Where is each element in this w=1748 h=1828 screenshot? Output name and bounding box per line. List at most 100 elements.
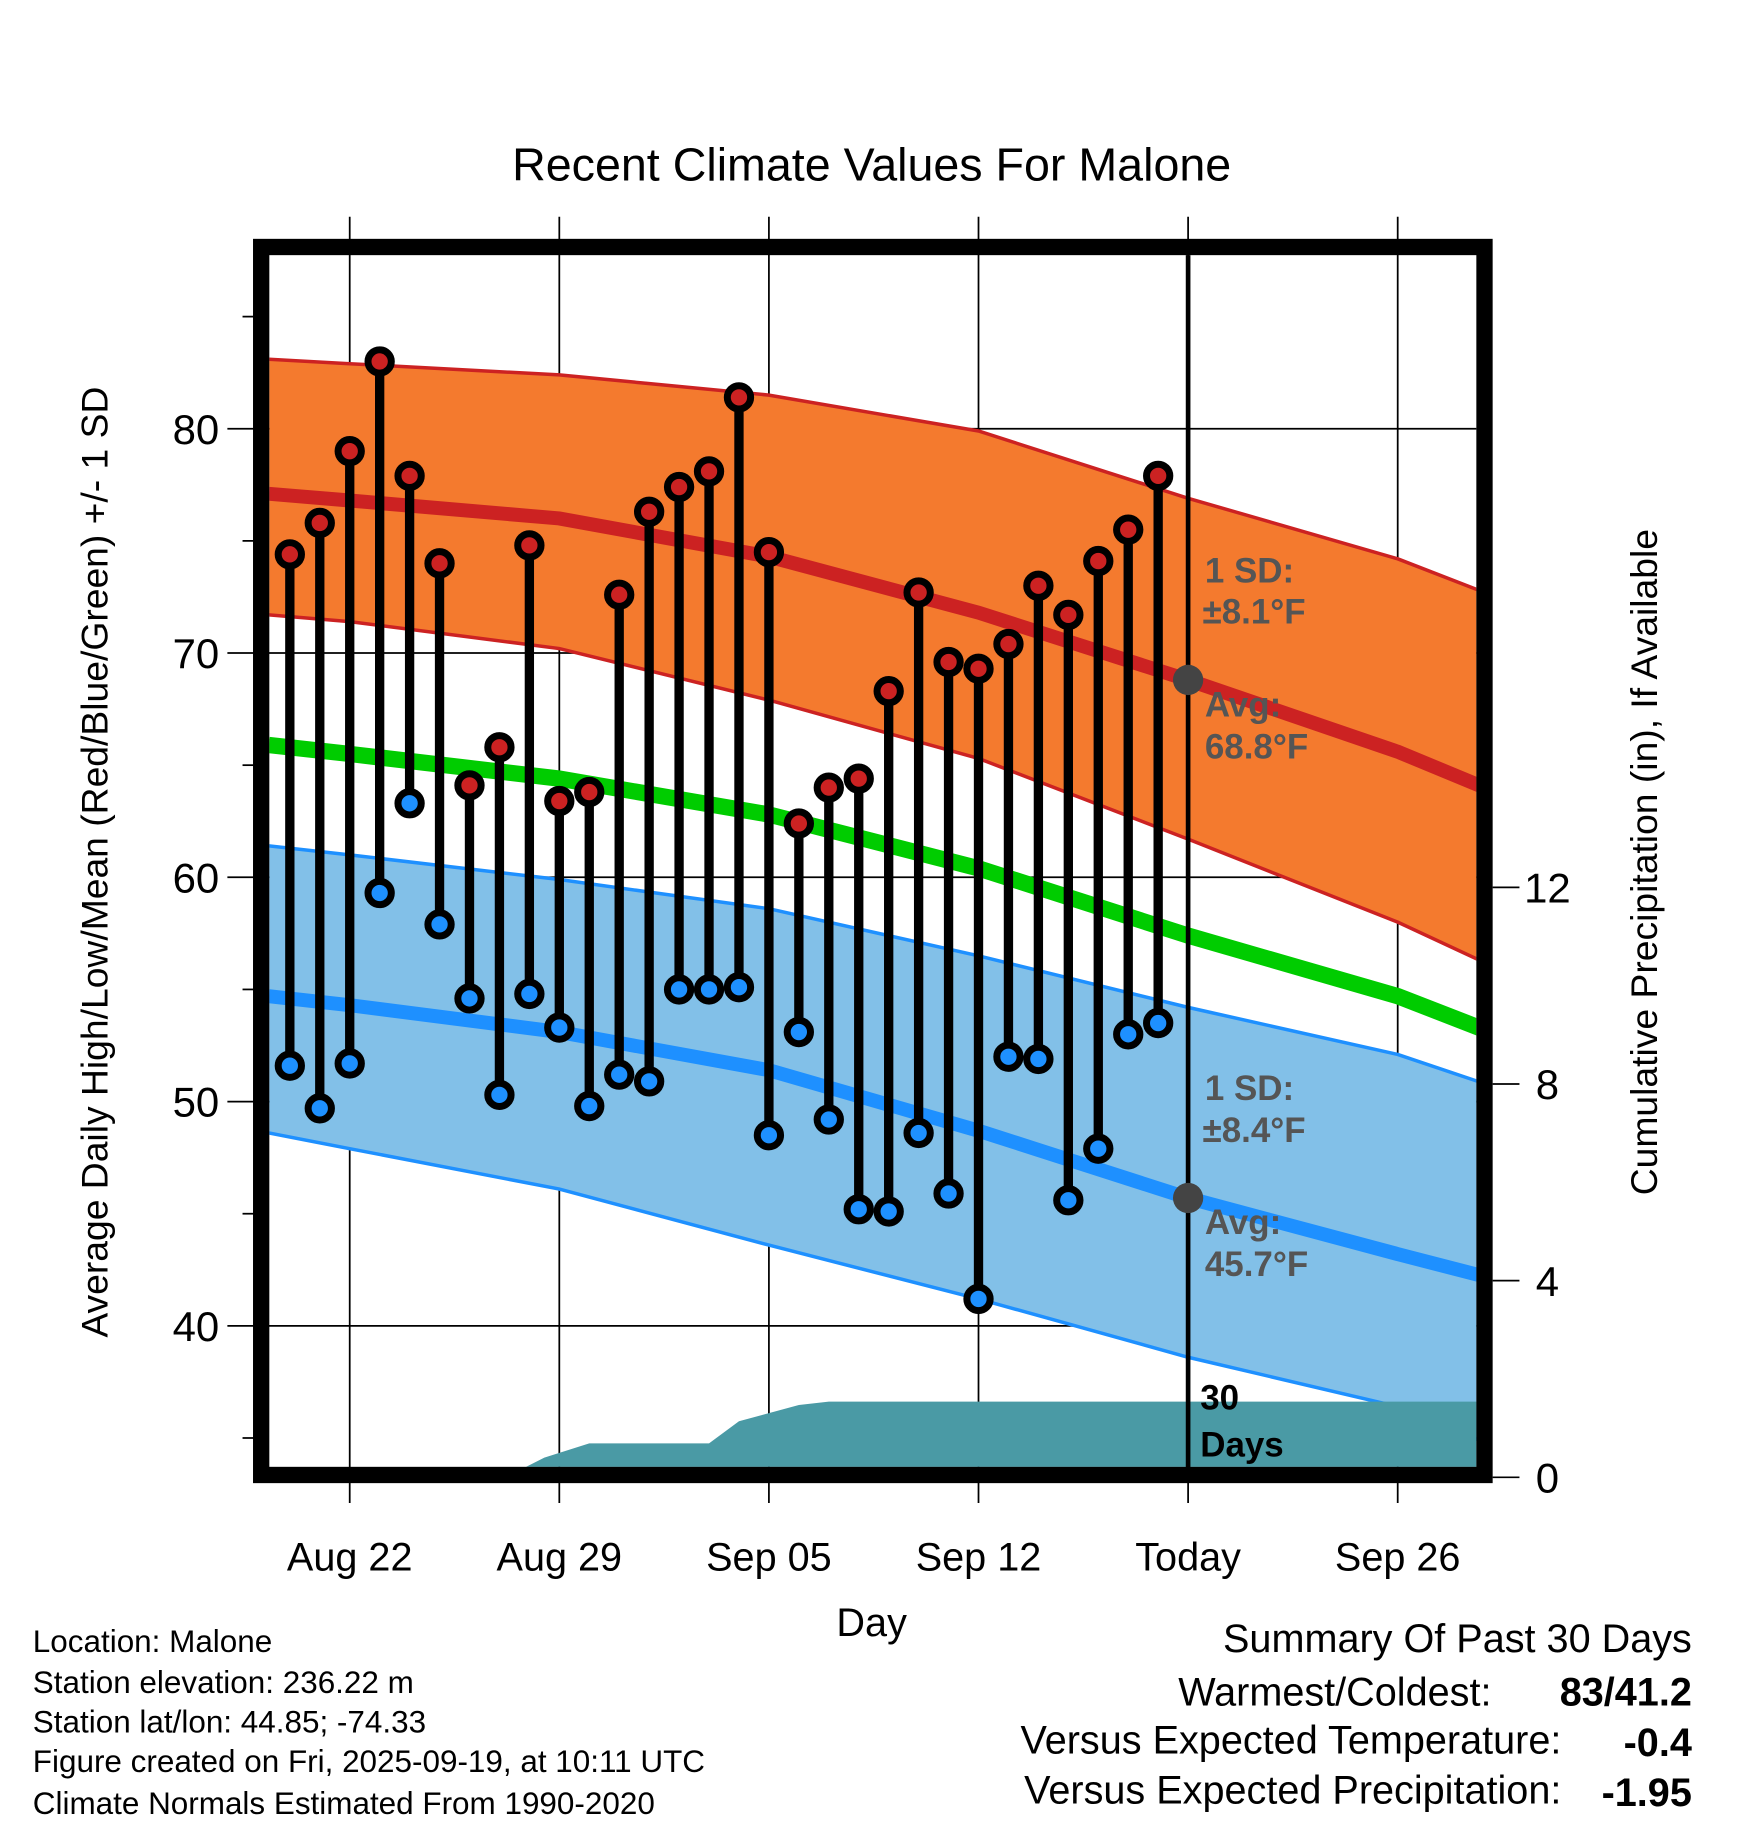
precip-area bbox=[526, 1401, 1477, 1467]
daily-high-point bbox=[394, 460, 425, 491]
summary-title: Summary Of Past 30 Days bbox=[1223, 1617, 1692, 1661]
y2-tick-label: 12 bbox=[1524, 864, 1571, 911]
axis-ticks: 40 50 60 70 80 0 4 8 12 Aug 22 Aug 29 Sep 05 Sep 12 T… bbox=[173, 315, 1571, 1580]
annotations: 1 SD: ±8.1°F Avg: 68.8°F 1 SD: ±8.4°F Av… bbox=[1200, 552, 1308, 1465]
daily-high-point bbox=[783, 808, 814, 839]
high-sd-band bbox=[269, 359, 1477, 959]
daily-high-point bbox=[274, 539, 305, 570]
summary-warmest-value: 83/41.2 bbox=[1560, 1671, 1692, 1715]
daily-low-point bbox=[394, 788, 425, 819]
low-sd-value: ±8.4°F bbox=[1203, 1111, 1306, 1150]
y-tick-label: 60 bbox=[173, 854, 220, 901]
high-avg-value: 68.8°F bbox=[1205, 727, 1308, 766]
daily-high-point bbox=[1083, 545, 1114, 577]
daily-low-point bbox=[783, 1016, 814, 1048]
y-tick-label: 40 bbox=[173, 1303, 220, 1350]
daily-low-point bbox=[963, 1283, 994, 1315]
daily-high-point bbox=[903, 577, 934, 608]
period-label-days: Days bbox=[1200, 1425, 1284, 1464]
daily-low-point bbox=[1053, 1185, 1084, 1216]
low-avg-label: Avg: bbox=[1205, 1203, 1281, 1242]
low-mean-line bbox=[269, 989, 1477, 1282]
today-high-avg-dot bbox=[1172, 664, 1204, 696]
daily-high-point bbox=[454, 770, 485, 801]
daily-high-point bbox=[1113, 514, 1144, 545]
daily-high-point bbox=[574, 776, 605, 808]
daily-high-point bbox=[514, 530, 545, 561]
daily-low-point bbox=[274, 1050, 305, 1081]
daily-low-point bbox=[693, 974, 725, 1005]
daily-high-point bbox=[1143, 460, 1174, 491]
low-lower-line bbox=[269, 1131, 1477, 1441]
daily-low-point bbox=[1083, 1133, 1114, 1164]
daily-low-point bbox=[633, 1066, 665, 1097]
daily-low-point bbox=[813, 1104, 844, 1135]
y-axis-label: Average Daily High/Low/Mean (Red/Blue/Gr… bbox=[73, 387, 115, 1338]
daily-low-point bbox=[993, 1041, 1024, 1072]
low-upper-line bbox=[269, 844, 1477, 1083]
daily-low-point bbox=[304, 1093, 335, 1124]
daily-high-point bbox=[334, 436, 365, 467]
x-tick-label: Sep 05 bbox=[706, 1536, 832, 1580]
y-tick-label: 70 bbox=[173, 630, 220, 677]
info-normals: Climate Normals Estimated From 1990-2020 bbox=[33, 1786, 655, 1821]
x-axis-label: Day bbox=[836, 1601, 907, 1645]
info-latlon: Station lat/lon: 44.85; -74.33 bbox=[33, 1704, 426, 1739]
daily-high-point bbox=[304, 507, 335, 539]
daily-high-point bbox=[1053, 599, 1084, 631]
daily-high-point bbox=[424, 548, 455, 579]
station-info: Location: Malone Station elevation: 236.… bbox=[33, 1624, 705, 1821]
summary-precip-label: Versus Expected Precipitation: bbox=[1024, 1769, 1561, 1813]
daily-high-point bbox=[753, 536, 785, 568]
daily-low-point bbox=[1113, 1019, 1144, 1050]
daily-low-point bbox=[574, 1090, 605, 1122]
x-tick-label: Aug 29 bbox=[497, 1536, 623, 1580]
low-sd-label: 1 SD: bbox=[1205, 1069, 1294, 1108]
chart-title: Recent Climate Values For Malone bbox=[512, 139, 1231, 191]
daily-low-point bbox=[454, 983, 485, 1014]
summary-temp-label: Versus Expected Temperature: bbox=[1020, 1718, 1561, 1762]
daily-high-point bbox=[633, 496, 665, 527]
summary-precip-value: -1.95 bbox=[1602, 1771, 1692, 1815]
y2-tick-label: 8 bbox=[1536, 1061, 1559, 1108]
info-created: Figure created on Fri, 2025-09-19, at 10… bbox=[33, 1744, 705, 1779]
low-avg-value: 45.7°F bbox=[1205, 1245, 1308, 1284]
x-tick-label: Sep 12 bbox=[916, 1536, 1042, 1580]
y2-axis-label: Cumulative Precipitation (in), If Availa… bbox=[1623, 529, 1665, 1195]
daily-low-point bbox=[424, 909, 455, 940]
daily-high-point bbox=[723, 382, 755, 413]
daily-low-point bbox=[604, 1059, 635, 1090]
summary-warmest-label: Warmest/Coldest: bbox=[1178, 1671, 1491, 1715]
daily-low-point bbox=[843, 1194, 874, 1225]
high-mean-line bbox=[269, 486, 1477, 792]
daily-high-point bbox=[1023, 570, 1054, 601]
x-tick-label: Today bbox=[1135, 1536, 1241, 1580]
plot-frame bbox=[253, 238, 1493, 1484]
summary-panel: Summary Of Past 30 Days Warmest/Coldest:… bbox=[1020, 1617, 1691, 1815]
x-tick-label: Aug 22 bbox=[287, 1536, 413, 1580]
high-lower-line bbox=[269, 613, 1477, 961]
y2-tick-label: 4 bbox=[1536, 1258, 1559, 1305]
high-sd-value: ±8.1°F bbox=[1203, 592, 1306, 631]
summary-temp-value: -0.4 bbox=[1624, 1721, 1692, 1765]
data-marks bbox=[274, 255, 1204, 1471]
daily-low-point bbox=[484, 1079, 515, 1110]
daily-high-point bbox=[843, 763, 874, 794]
x-tick-label: Sep 26 bbox=[1335, 1536, 1461, 1580]
daily-high-point bbox=[693, 456, 725, 487]
y2-tick-label: 0 bbox=[1536, 1454, 1559, 1501]
high-avg-label: Avg: bbox=[1205, 686, 1281, 725]
daily-high-point bbox=[993, 628, 1024, 660]
daily-low-point bbox=[544, 1012, 575, 1043]
today-low-avg-dot bbox=[1172, 1182, 1204, 1214]
daily-low-point bbox=[753, 1120, 785, 1151]
daily-high-point bbox=[663, 471, 695, 503]
info-elevation: Station elevation: 236.22 m bbox=[33, 1665, 414, 1700]
daily-high-point bbox=[604, 579, 635, 610]
daily-low-point bbox=[663, 974, 695, 1005]
period-label-number: 30 bbox=[1200, 1379, 1239, 1418]
info-location: Location: Malone bbox=[33, 1624, 272, 1659]
daily-high-point bbox=[364, 346, 395, 377]
daily-high-point bbox=[963, 653, 994, 684]
